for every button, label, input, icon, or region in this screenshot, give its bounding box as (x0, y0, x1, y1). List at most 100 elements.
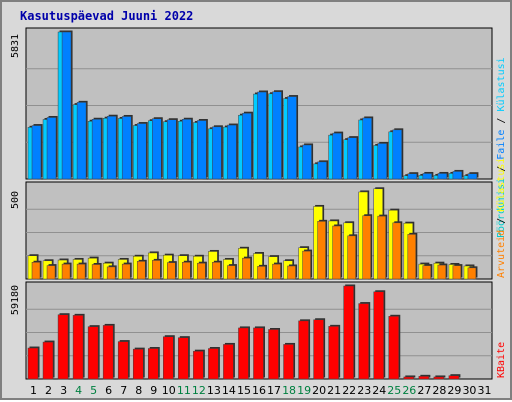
bar-files (91, 119, 102, 180)
bar-kbytes (42, 341, 54, 380)
bar-files (76, 102, 87, 180)
x-tick-label: 1 (30, 384, 37, 397)
x-tick-label: 6 (105, 384, 112, 397)
bar-kbytes (253, 327, 264, 380)
bar-kbytes (358, 303, 369, 380)
bar-files (242, 112, 252, 180)
x-tick-label: 3 (60, 384, 67, 397)
x-tick-label: 22 (342, 384, 356, 397)
x-tick-label: 19 (297, 384, 311, 397)
legend-bottom: KBaite (496, 342, 507, 378)
legend-middle-entry: / (496, 212, 507, 230)
bar-shadow-kbytes (405, 375, 416, 378)
x-tick-label: 25 (387, 384, 401, 397)
legend-middle-entry: Külastusi (496, 158, 507, 212)
x-tick-label: 11 (177, 384, 191, 397)
chart-title: Kasutuspäevad Juuni 2022 (20, 9, 194, 23)
bar-kbytes (102, 325, 114, 380)
legend-top-entry: Pöördumisi (496, 178, 507, 238)
x-tick-label: 30 (462, 384, 476, 397)
bar-sites (76, 263, 86, 280)
x-tick-label: 27 (417, 384, 431, 397)
bar-sites (317, 221, 326, 280)
x-tick-label: 24 (372, 384, 386, 397)
bar-files (452, 171, 463, 180)
x-tick-label: 10 (162, 384, 176, 397)
bar-sites (242, 257, 251, 280)
bar-files (287, 96, 297, 180)
x-tick-label: 28 (432, 384, 446, 397)
x-tick-label: 15 (237, 384, 251, 397)
bar-files (437, 173, 448, 180)
x-tick-label: 8 (135, 384, 142, 397)
bar-sites (61, 263, 71, 280)
bar-sites (182, 262, 191, 280)
bar-sites (227, 265, 236, 280)
x-tick-label: 18 (282, 384, 296, 397)
bar-sites (377, 215, 386, 280)
bar-kbytes (87, 326, 99, 380)
bar-sites (106, 266, 116, 280)
x-tick-label: 2 (45, 384, 52, 397)
bar-sites (302, 250, 311, 280)
bar-sites (347, 235, 356, 280)
bar-files (392, 129, 403, 180)
x-tick-label: 16 (252, 384, 266, 397)
bar-kbytes (117, 341, 129, 380)
bar-files (46, 117, 57, 180)
bar-files (106, 115, 117, 180)
bar-sites (46, 265, 56, 280)
legend-middle: Arvuteid / Külastusi (496, 158, 507, 278)
bar-files (362, 117, 372, 180)
x-tick-label: 21 (327, 384, 341, 397)
bar-kbytes (298, 320, 309, 380)
bar-kbytes (373, 291, 384, 380)
bar-files (317, 161, 327, 180)
legend-top: Pöördumisi / Faile / Külastusi (496, 57, 507, 238)
bar-kbytes (132, 348, 144, 380)
bar-kbytes (27, 347, 39, 380)
y-max-label-bottom: 59180 (10, 285, 21, 315)
bar-sites (197, 262, 206, 280)
bar-kbytes (178, 337, 189, 380)
bar-files (227, 124, 237, 180)
bar-sites (212, 262, 221, 280)
bar-sites (407, 234, 417, 280)
legend-middle-entry: Arvuteid (496, 230, 507, 278)
bar-sites (121, 263, 131, 280)
x-tick-label: 12 (192, 384, 206, 397)
bar-files (332, 132, 342, 180)
bar-sites (91, 264, 101, 280)
bar-sites (257, 266, 266, 280)
bar-sites (136, 261, 146, 280)
bar-files (377, 143, 387, 180)
bar-kbytes (448, 375, 460, 380)
x-tick-label: 14 (222, 384, 236, 397)
x-tick-label: 4 (75, 384, 82, 397)
bar-kbytes (433, 376, 445, 380)
bar-kbytes (148, 348, 159, 380)
bar-sites (437, 264, 447, 280)
bar-sites (422, 265, 432, 280)
bar-files (347, 137, 357, 180)
bar-kbytes (403, 376, 415, 380)
bar-shadow-kbytes (435, 375, 446, 378)
x-tick-label: 17 (267, 384, 281, 397)
bar-files (302, 144, 312, 180)
bar-files (121, 116, 132, 180)
bar-files (182, 119, 192, 180)
bar-sites (272, 263, 281, 280)
x-tick-label: 29 (447, 384, 461, 397)
bar-sites (392, 222, 402, 280)
legend-top-entry: Faile (496, 130, 507, 160)
bar-files (61, 31, 72, 180)
bar-sites (31, 262, 41, 280)
bar-kbytes (328, 326, 339, 380)
bar-files (257, 91, 267, 180)
bar-files (467, 173, 478, 180)
bar-kbytes (283, 344, 294, 380)
y-max-label-top: 5831 (10, 34, 21, 58)
x-tick-label: 26 (402, 384, 416, 397)
bar-sites (152, 260, 161, 280)
